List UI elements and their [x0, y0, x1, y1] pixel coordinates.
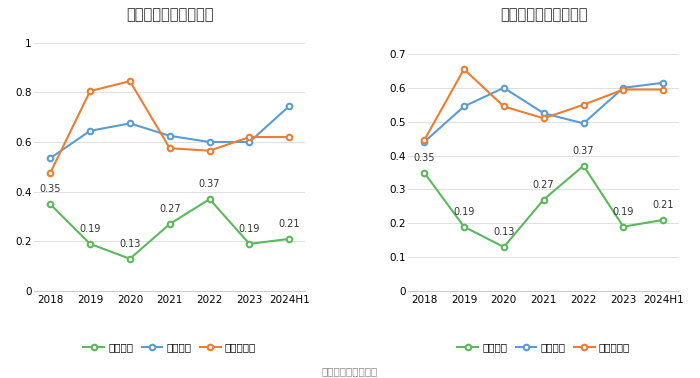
行业中位数: [460, 67, 468, 71]
速动比率: [500, 245, 508, 249]
速动比率: [619, 225, 627, 229]
行业中位数: [46, 171, 55, 175]
Line: 行业均值: 行业均值: [421, 80, 666, 145]
Text: 0.19: 0.19: [239, 224, 260, 234]
行业中位数: [245, 135, 253, 139]
Title: 历年流动比率变化情况: 历年流动比率变化情况: [126, 7, 214, 22]
行业中位数: [126, 79, 134, 84]
行业均值: [619, 85, 627, 90]
行业均值: [166, 133, 174, 138]
行业均值: [285, 104, 293, 108]
行业均值: [540, 111, 548, 116]
Text: 0.19: 0.19: [454, 207, 475, 217]
速动比率: [460, 225, 468, 229]
行业均值: [460, 104, 468, 109]
速动比率: [659, 218, 667, 222]
Text: 0.27: 0.27: [159, 204, 181, 214]
行业均值: [245, 140, 253, 144]
Line: 速动比率: 速动比率: [421, 163, 666, 250]
Text: 0.13: 0.13: [493, 227, 514, 237]
行业均值: [46, 156, 55, 160]
流动比率: [126, 257, 134, 261]
行业均值: [205, 140, 214, 144]
行业均值: [659, 81, 667, 85]
行业中位数: [205, 149, 214, 153]
Legend: 流动比率, 行业均值, 行业中位数: 流动比率, 行业均值, 行业中位数: [79, 338, 260, 356]
Line: 行业中位数: 行业中位数: [48, 78, 292, 176]
Text: 0.27: 0.27: [533, 180, 554, 190]
Text: 数据来源：恒生聚源: 数据来源：恒生聚源: [322, 366, 378, 376]
行业中位数: [500, 104, 508, 109]
Line: 流动比率: 流动比率: [48, 197, 292, 262]
Text: 0.37: 0.37: [199, 180, 220, 189]
Line: 行业中位数: 行业中位数: [421, 67, 666, 143]
Text: 0.13: 0.13: [119, 239, 141, 249]
行业中位数: [540, 116, 548, 121]
行业均值: [580, 121, 588, 125]
流动比率: [205, 197, 214, 201]
行业均值: [126, 121, 134, 125]
Line: 行业均值: 行业均值: [48, 103, 292, 161]
行业中位数: [285, 135, 293, 139]
流动比率: [285, 237, 293, 241]
Text: 0.35: 0.35: [39, 184, 61, 194]
流动比率: [245, 242, 253, 246]
行业均值: [420, 140, 428, 144]
Text: 0.21: 0.21: [279, 219, 300, 229]
行业中位数: [420, 138, 428, 143]
行业中位数: [580, 102, 588, 107]
Text: 0.19: 0.19: [79, 224, 101, 234]
Text: 0.37: 0.37: [573, 146, 594, 156]
Legend: 速动比率, 行业均值, 行业中位数: 速动比率, 行业均值, 行业中位数: [453, 338, 634, 356]
Text: 0.35: 0.35: [414, 153, 435, 163]
行业均值: [500, 85, 508, 90]
Title: 历年速动比率变化情况: 历年速动比率变化情况: [500, 7, 587, 22]
行业中位数: [166, 146, 174, 150]
速动比率: [540, 197, 548, 202]
流动比率: [166, 222, 174, 226]
Text: 0.19: 0.19: [612, 207, 634, 217]
行业中位数: [86, 89, 94, 93]
行业中位数: [659, 87, 667, 92]
流动比率: [46, 202, 55, 206]
速动比率: [580, 163, 588, 168]
速动比率: [420, 170, 428, 175]
行业中位数: [619, 87, 627, 92]
Text: 0.21: 0.21: [652, 200, 674, 210]
流动比率: [86, 242, 94, 246]
行业均值: [86, 129, 94, 133]
